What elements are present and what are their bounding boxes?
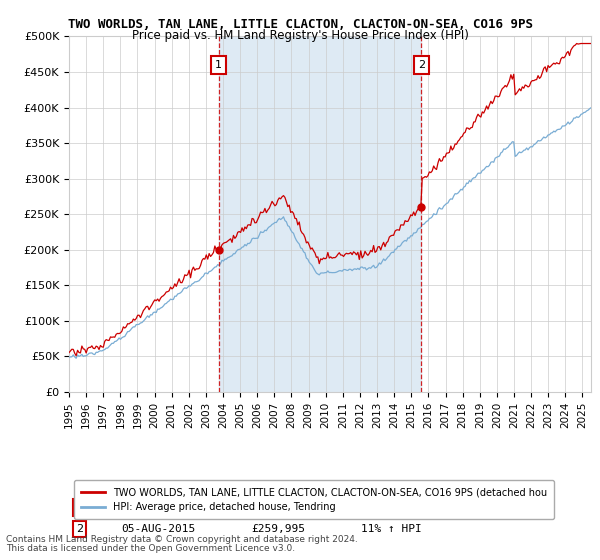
Text: 29-SEP-2003: 29-SEP-2003 — [121, 502, 196, 512]
Text: 2: 2 — [418, 60, 425, 70]
Text: £200,000: £200,000 — [252, 502, 306, 512]
Bar — [219, 36, 421, 392]
Text: £259,995: £259,995 — [252, 524, 306, 534]
Text: This data is licensed under the Open Government Licence v3.0.: This data is licensed under the Open Gov… — [6, 544, 295, 553]
Legend: TWO WORLDS, TAN LANE, LITTLE CLACTON, CLACTON-ON-SEA, CO16 9PS (detached hou, HP: TWO WORLDS, TAN LANE, LITTLE CLACTON, CL… — [74, 480, 554, 519]
Text: 11% ↑ HPI: 11% ↑ HPI — [361, 524, 422, 534]
Text: 2: 2 — [76, 524, 83, 534]
Text: Contains HM Land Registry data © Crown copyright and database right 2024.: Contains HM Land Registry data © Crown c… — [6, 535, 358, 544]
Text: 13% ↑ HPI: 13% ↑ HPI — [361, 502, 422, 512]
Text: 05-AUG-2015: 05-AUG-2015 — [121, 524, 196, 534]
Text: TWO WORLDS, TAN LANE, LITTLE CLACTON, CLACTON-ON-SEA, CO16 9PS: TWO WORLDS, TAN LANE, LITTLE CLACTON, CL… — [67, 18, 533, 31]
Text: 1: 1 — [215, 60, 222, 70]
Text: 1: 1 — [76, 502, 83, 512]
Text: Price paid vs. HM Land Registry's House Price Index (HPI): Price paid vs. HM Land Registry's House … — [131, 29, 469, 42]
